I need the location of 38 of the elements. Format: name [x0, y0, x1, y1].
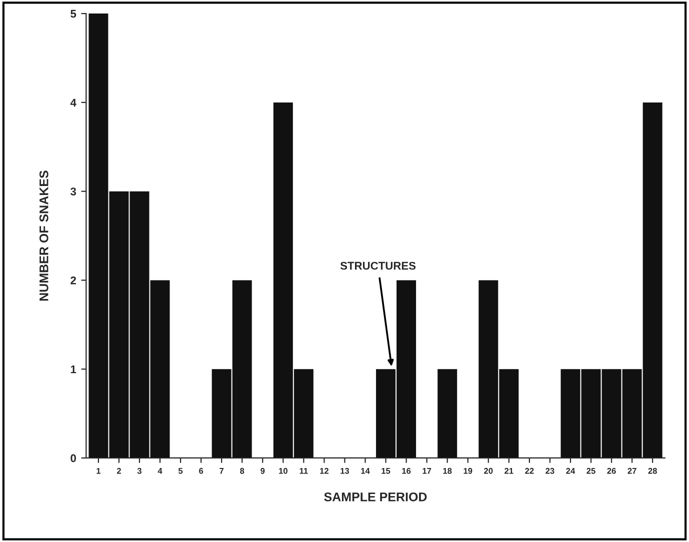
y-tick-label: 1: [70, 365, 76, 374]
x-tick-label: 1: [96, 468, 101, 474]
x-axis-title: SAMPLE PERIOD: [324, 492, 427, 502]
x-tick-label: 25: [586, 468, 596, 474]
x-tick-label: 14: [361, 468, 370, 474]
x-tick-label: 21: [504, 468, 514, 474]
annotation: STRUCTURES: [340, 262, 416, 270]
y-tick-label: 4: [70, 98, 76, 106]
x-tick-label: 3: [137, 468, 142, 474]
x-tick-label: 10: [279, 468, 288, 474]
x-tick-label: 18: [443, 468, 452, 474]
x-tick-label: 2: [116, 468, 121, 474]
y-axis-title: NUMBER OF SNAKES: [39, 170, 48, 301]
x-tick-label: 19: [464, 468, 472, 474]
x-tick-label: 22: [525, 468, 534, 474]
x-tick-label: 13: [340, 468, 350, 474]
x-tick-label: 28: [648, 468, 657, 474]
x-tick-label: 16: [402, 468, 411, 474]
x-tick-label: 24: [566, 468, 576, 474]
y-tick-label: 5: [70, 10, 76, 18]
bar: [438, 369, 458, 458]
x-tick-label: 26: [607, 468, 616, 474]
x-tick-label: 20: [484, 468, 493, 474]
x-tick-label: 5: [178, 468, 183, 474]
x-tick-label: 17: [422, 468, 432, 474]
x-tick-label: 6: [199, 468, 204, 474]
x-tick-label: 8: [240, 468, 244, 474]
x-tick-label: 9: [260, 468, 265, 474]
x-tick-label: 15: [382, 468, 390, 474]
x-tick-label: 4: [158, 468, 162, 474]
y-tick-label: 2: [70, 276, 76, 284]
x-tick-label: 12: [320, 468, 328, 474]
y-tick-label: 3: [70, 188, 76, 196]
y-tick-label: 0: [70, 454, 76, 462]
x-tick-label: 7: [220, 468, 224, 474]
x-tick-label: 27: [628, 468, 636, 474]
x-tick-label: 23: [546, 468, 554, 474]
x-tick-label: 11: [300, 468, 308, 474]
